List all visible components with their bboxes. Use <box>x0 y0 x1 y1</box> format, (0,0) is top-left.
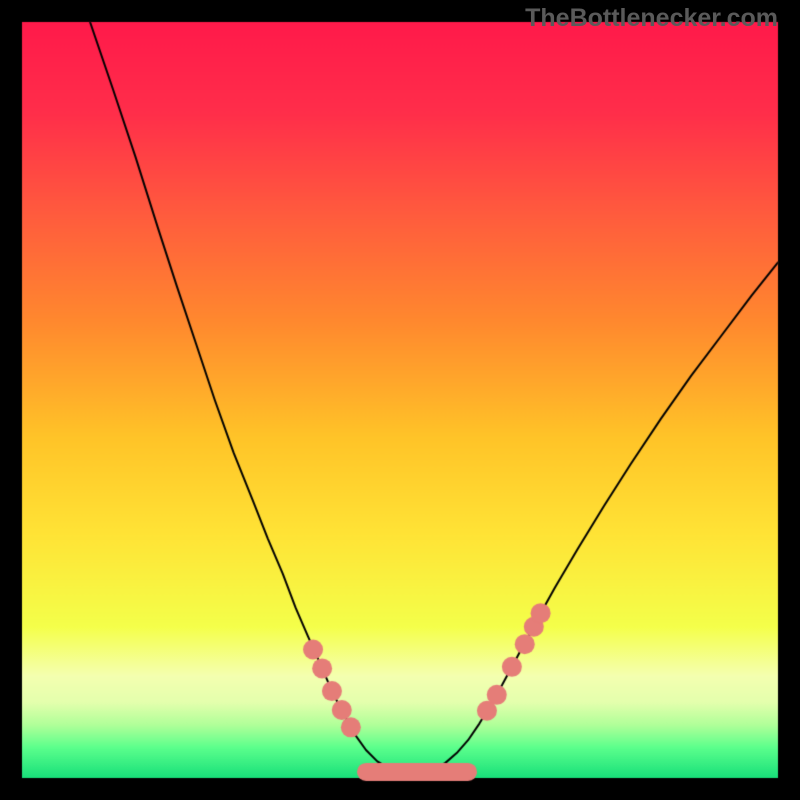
watermark-text: TheBottlenecker.com <box>525 4 778 33</box>
chart-overlay-canvas <box>0 0 800 800</box>
chart-stage: TheBottlenecker.com <box>0 0 800 800</box>
